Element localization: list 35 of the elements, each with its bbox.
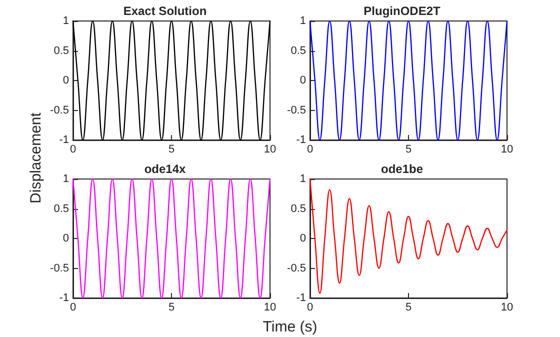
y-tick-label: -0.5 — [50, 104, 69, 116]
y-tick-label: 0.5 — [54, 202, 69, 215]
y-tick-label: -1 — [296, 134, 306, 146]
y-tick-label: 0 — [62, 232, 69, 244]
x-tick-label: 10 — [264, 302, 276, 314]
y-tick-label: 1 — [300, 173, 306, 185]
y-tick-label: 0.5 — [54, 44, 69, 57]
y-tick-label: 0 — [62, 74, 69, 86]
x-tick-label: 10 — [500, 302, 514, 314]
y-tick-label: 0 — [300, 74, 306, 86]
y-tick-label: 1 — [62, 173, 69, 185]
x-axis-title: Time (s) — [262, 318, 318, 336]
y-tick-label: 0 — [300, 232, 306, 244]
line-series — [309, 178, 508, 294]
y-tick-label: -1 — [59, 292, 69, 304]
y-tick-label: -1 — [296, 292, 306, 304]
x-tick-label: 5 — [168, 144, 175, 156]
x-tick-label: 5 — [405, 302, 412, 314]
chart-title: ode1be — [380, 162, 424, 176]
x-tick-label: 10 — [500, 144, 514, 156]
y-tick-label: 1 — [300, 15, 306, 27]
chart-title: Exact Solution — [123, 4, 207, 18]
y-tick-label: -0.5 — [287, 262, 306, 274]
y-axis-title: Displacement — [28, 112, 44, 204]
y-tick-label: 0.5 — [290, 202, 306, 215]
x-tick-label: 5 — [168, 302, 175, 314]
y-tick-label: -1 — [59, 134, 69, 146]
y-tick-label: 0.5 — [290, 44, 306, 57]
chart-title: PluginODE2T — [364, 4, 442, 18]
y-tick-label: -0.5 — [50, 262, 69, 274]
y-tick-label: -0.5 — [287, 104, 306, 116]
chart-title: ode14x — [144, 162, 186, 176]
y-tick-label: 1 — [62, 15, 69, 27]
x-tick-label: 5 — [405, 144, 412, 156]
x-tick-label: 10 — [264, 144, 276, 156]
